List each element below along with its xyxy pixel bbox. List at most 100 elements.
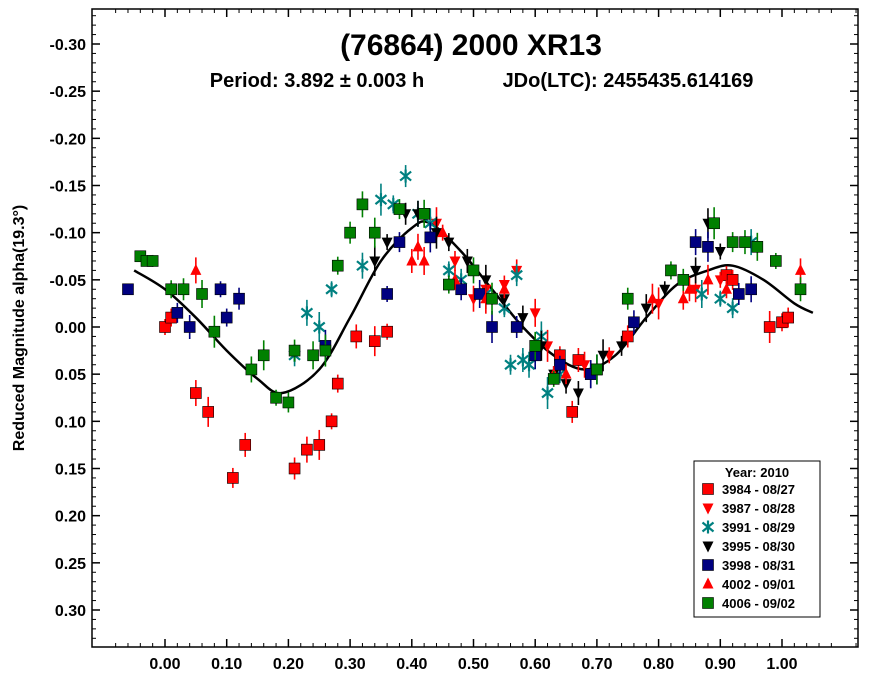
- data-point: [319, 344, 332, 357]
- data-point: [726, 236, 739, 248]
- data-point: [480, 275, 492, 287]
- data-point: [418, 208, 430, 220]
- data-point: [714, 292, 727, 306]
- y-tick-label: -0.25: [50, 84, 87, 101]
- data-point: [782, 311, 794, 324]
- x-tick-label: 0.90: [705, 656, 736, 673]
- data-point: [677, 274, 690, 286]
- legend-marker: [702, 503, 714, 515]
- data-point: [510, 268, 523, 282]
- data-point: [301, 443, 313, 456]
- asterisk-stroke: [522, 359, 536, 371]
- y-tick-label: -0.15: [50, 179, 87, 196]
- data-point: [763, 321, 776, 333]
- data-point: [412, 240, 424, 252]
- data-point: [622, 331, 634, 343]
- data-point: [714, 275, 726, 287]
- asterisk-stroke: [300, 307, 314, 319]
- data-point: [695, 287, 708, 301]
- asterisk-stroke: [356, 260, 369, 272]
- data-point: [677, 292, 689, 304]
- asterisk-stroke: [726, 302, 739, 314]
- data-point: [522, 358, 536, 372]
- data-point: [245, 363, 258, 376]
- data-point: [331, 259, 344, 272]
- legend-marker: [702, 541, 714, 553]
- data-point: [529, 308, 541, 320]
- data-point: [486, 292, 498, 305]
- data-point: [171, 307, 184, 319]
- y-tick-label: -0.10: [50, 226, 87, 243]
- data-point: [288, 462, 301, 475]
- x-tick-label: 0.40: [396, 656, 427, 673]
- data-point: [554, 358, 566, 371]
- data-point: [751, 241, 764, 253]
- data-point: [257, 349, 270, 362]
- data-point: [560, 379, 572, 391]
- data-point: [442, 263, 456, 277]
- y-tick-label: 0.00: [55, 320, 86, 337]
- x-tick-label: 0.60: [520, 656, 551, 673]
- data-point: [368, 226, 381, 239]
- data-point: [146, 255, 159, 267]
- legend-marker: [702, 597, 714, 609]
- data-point: [313, 320, 326, 334]
- data-point: [307, 349, 319, 362]
- data-point: [190, 387, 202, 399]
- data-point: [683, 282, 695, 294]
- y-tick-label: 0.05: [55, 367, 86, 384]
- data-point: [196, 288, 208, 300]
- data-point: [770, 255, 782, 267]
- asterisk-stroke: [541, 387, 554, 399]
- data-point: [369, 256, 381, 268]
- asterisk-stroke: [695, 288, 708, 300]
- data-point: [498, 294, 510, 306]
- legend: Year: 2010 3984 - 08/27 3987 - 08/28 3991 …: [693, 460, 821, 618]
- legend-marker: [702, 559, 714, 571]
- data-point: [313, 439, 326, 451]
- legend-label: 3998 - 08/31: [722, 558, 795, 573]
- x-tick-label: 0.00: [149, 656, 180, 673]
- data-point: [443, 278, 455, 291]
- asterisk-stroke: [516, 354, 530, 366]
- asterisk-stroke: [313, 321, 326, 333]
- data-point: [510, 321, 523, 333]
- data-points: [122, 165, 807, 488]
- legend-label: 4002 - 09/01: [722, 577, 795, 592]
- data-point: [455, 283, 467, 296]
- period-label: Period: 3.892 ± 0.003 h: [210, 70, 424, 92]
- data-point: [795, 263, 807, 275]
- data-point: [430, 228, 442, 240]
- data-point: [350, 330, 363, 343]
- data-point: [504, 358, 517, 372]
- x-tick-label: 0.70: [581, 656, 612, 673]
- data-point: [659, 284, 671, 296]
- asterisk-stroke: [387, 199, 400, 210]
- data-point: [190, 263, 202, 275]
- y-tick-label: -0.05: [50, 273, 87, 290]
- data-point: [177, 283, 190, 296]
- data-point: [628, 316, 640, 329]
- y-tick-label: 0.30: [55, 603, 86, 620]
- legend-label: 3984 - 08/27: [722, 482, 795, 497]
- data-point: [665, 264, 677, 277]
- data-point: [726, 301, 739, 315]
- data-point: [183, 321, 196, 333]
- data-point: [220, 311, 233, 324]
- epoch-label: JDo(LTC): 2455435.614169: [503, 70, 754, 92]
- data-point: [547, 373, 560, 385]
- data-point: [270, 391, 282, 404]
- data-point: [794, 283, 807, 296]
- data-point: [566, 406, 579, 418]
- data-point: [579, 360, 591, 372]
- x-tick-label: 0.30: [335, 656, 366, 673]
- y-tick-label: 0.10: [55, 414, 86, 431]
- series-6: [134, 191, 807, 413]
- data-point: [616, 341, 628, 353]
- legend-label: 4006 - 09/02: [722, 596, 795, 611]
- data-point: [733, 288, 745, 300]
- axis-ticks: [92, 9, 858, 647]
- data-point: [331, 377, 344, 390]
- legend-title: Year: 2010: [725, 465, 789, 480]
- data-point: [381, 237, 393, 249]
